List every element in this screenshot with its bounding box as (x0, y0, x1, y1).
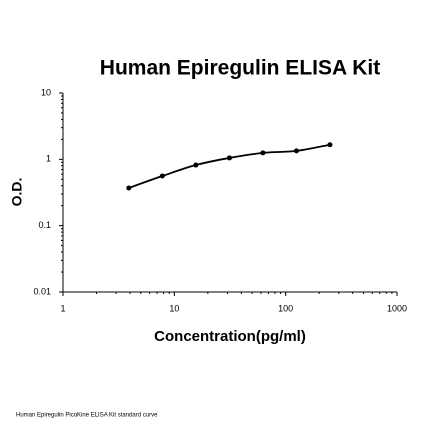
footnote: Human Epiregulin PicoKine ELISA Kit stan… (16, 413, 158, 419)
x-tick-label: 1000 (387, 303, 407, 313)
y-tick-label: 1 (46, 154, 51, 164)
data-point (293, 148, 299, 154)
x-tick-label: 100 (278, 303, 293, 313)
y-axis-label: O.D. (9, 178, 25, 207)
data-point (226, 155, 232, 161)
data-point (260, 150, 266, 156)
fit-curve (128, 143, 331, 189)
x-tick-label: 1 (60, 303, 65, 313)
data-point (327, 142, 333, 148)
data-point (159, 173, 165, 179)
y-tick-label: 0.01 (33, 286, 51, 296)
x-tick-label: 10 (169, 303, 179, 313)
chart-title: Human Epiregulin ELISA Kit (100, 57, 380, 80)
x-axis-label: Concentration(pg/ml) (154, 328, 306, 345)
data-point (193, 162, 199, 168)
y-tick-label: 0.1 (38, 220, 51, 230)
y-tick-label: 10 (41, 87, 51, 97)
data-point (126, 185, 132, 191)
